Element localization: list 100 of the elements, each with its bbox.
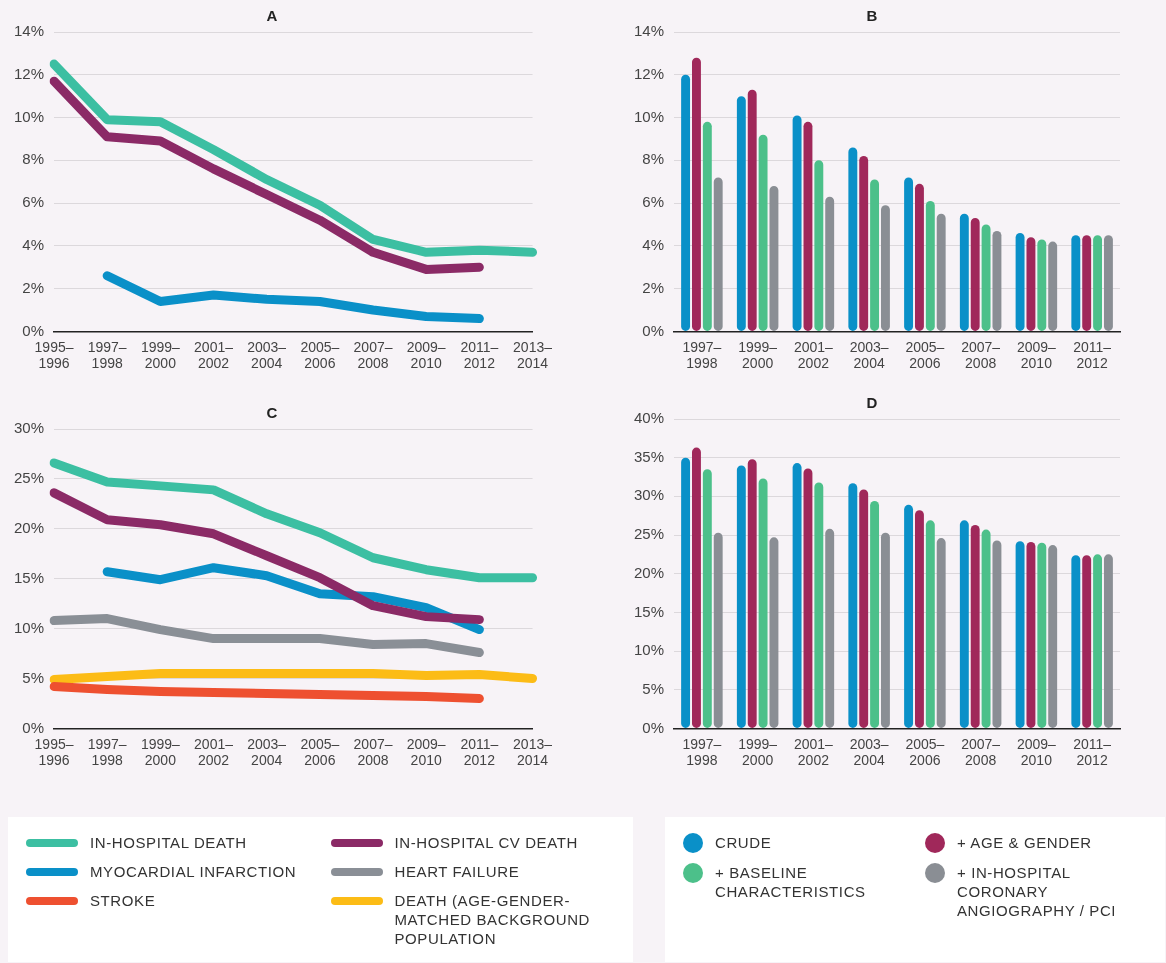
x-tick-label: 2013–2014 (513, 735, 553, 769)
x-tick-label: 2001–2002 (194, 735, 234, 769)
bar (1093, 554, 1103, 728)
bar (1026, 237, 1036, 331)
bar (1071, 235, 1081, 331)
y-tick-label: 12% (633, 64, 665, 82)
bar (713, 532, 723, 728)
legend-label: DEATH (AGE-GENDER-MATCHED BACKGROUND POPULATION (394, 891, 592, 948)
bar (859, 156, 869, 331)
x-tick-label: 2009–2010 (406, 735, 446, 769)
chart-title: C (266, 404, 278, 422)
bar (1048, 545, 1058, 728)
y-tick-label: 10% (13, 107, 45, 125)
x-tick-label: 1995–1996 (34, 735, 74, 769)
x-tick-label: 1997–1998 (87, 338, 127, 372)
bar (1015, 541, 1025, 728)
bar (848, 147, 858, 331)
x-tick-label: 2007–2008 (961, 338, 1001, 372)
legend-label: IN-HOSPITAL DEATH (90, 833, 247, 852)
bar (736, 96, 746, 331)
bar (870, 179, 880, 331)
x-tick-label: 2005–2006 (300, 338, 340, 372)
x-tick-label: 2005–2006 (905, 338, 945, 372)
bar (769, 185, 779, 331)
x-tick-label: 1997–1998 (682, 735, 722, 769)
bar (959, 520, 969, 728)
bar (1015, 233, 1025, 331)
y-tick-label: 4% (22, 236, 45, 253)
chart-title: B (866, 7, 878, 25)
bar (758, 478, 768, 728)
y-tick-label: 10% (633, 641, 665, 659)
x-tick-label: 2001–2002 (194, 338, 234, 372)
bar (792, 463, 802, 728)
x-tick-label: 2007–2008 (353, 735, 393, 769)
bar (880, 205, 890, 331)
y-tick-label: 2% (642, 278, 665, 296)
y-tick-label: 0% (22, 321, 45, 339)
bar (814, 482, 824, 728)
x-tick-label: 2003–2004 (849, 338, 889, 372)
bar (870, 500, 880, 728)
y-tick-label: 20% (13, 518, 45, 536)
x-tick-label: 2003–2004 (849, 735, 889, 769)
x-tick-label: 2009–2010 (1016, 735, 1057, 769)
bar (747, 459, 757, 728)
legend-label: CRUDE (715, 833, 772, 852)
bar (1037, 542, 1047, 728)
y-tick-label: 14% (13, 22, 45, 40)
x-tick-label: 1997–1998 (682, 338, 722, 372)
y-tick-label: 40% (633, 409, 665, 427)
x-tick-label: 2003–2004 (247, 338, 287, 372)
legend-label: HEART FAILURE (394, 862, 520, 881)
bar (825, 196, 835, 331)
x-tick-label: 2003–2004 (247, 735, 287, 769)
x-tick-label: 2005–2006 (905, 735, 945, 769)
y-tick-label: 6% (22, 193, 45, 211)
bar (848, 483, 858, 728)
bar (702, 469, 712, 728)
legend-label: MYOCARDIAL INFARCTION (90, 862, 297, 881)
legend-label: + IN-HOSPITAL CORONARY ANGIOGRAPHY / PCI (957, 863, 1118, 920)
bar (936, 213, 946, 331)
bar (925, 520, 935, 728)
x-tick-label: 2013–2014 (513, 338, 553, 372)
x-tick-label: 2001–2002 (793, 338, 834, 372)
bar (981, 224, 991, 331)
bar (681, 457, 691, 728)
bar (713, 177, 723, 331)
bar (925, 200, 935, 331)
bar (1093, 235, 1103, 331)
y-tick-label: 15% (633, 602, 665, 620)
bar (992, 230, 1002, 331)
y-tick-label: 35% (633, 447, 665, 465)
chart-title: D (866, 394, 878, 412)
y-tick-label: 30% (13, 419, 45, 437)
bar (736, 465, 746, 728)
y-tick-label: 10% (633, 107, 665, 125)
bar (959, 213, 969, 331)
y-tick-label: 0% (22, 718, 45, 736)
bar (1082, 235, 1092, 331)
legend-label: STROKE (90, 891, 156, 910)
x-tick-label: 2007–2008 (961, 735, 1001, 769)
bar (747, 89, 757, 331)
y-tick-label: 0% (642, 718, 665, 736)
bar (970, 524, 980, 728)
y-tick-label: 2% (22, 278, 45, 296)
y-tick-label: 5% (642, 679, 665, 697)
y-tick-label: 25% (13, 469, 45, 487)
legend-label: + BASELINE CHARACTERISTICS (715, 863, 867, 901)
bar (803, 468, 813, 728)
bar (1026, 541, 1036, 728)
bar (880, 532, 890, 728)
x-tick-label: 1997–1998 (87, 735, 127, 769)
bar (981, 529, 991, 728)
y-tick-label: 20% (633, 563, 665, 581)
bar (702, 121, 712, 331)
x-tick-label: 2011–2012 (1073, 338, 1112, 372)
bar (936, 538, 946, 728)
bar (1103, 554, 1113, 728)
bar (1082, 555, 1092, 728)
bar (692, 57, 701, 331)
y-tick-label: 14% (633, 22, 665, 40)
